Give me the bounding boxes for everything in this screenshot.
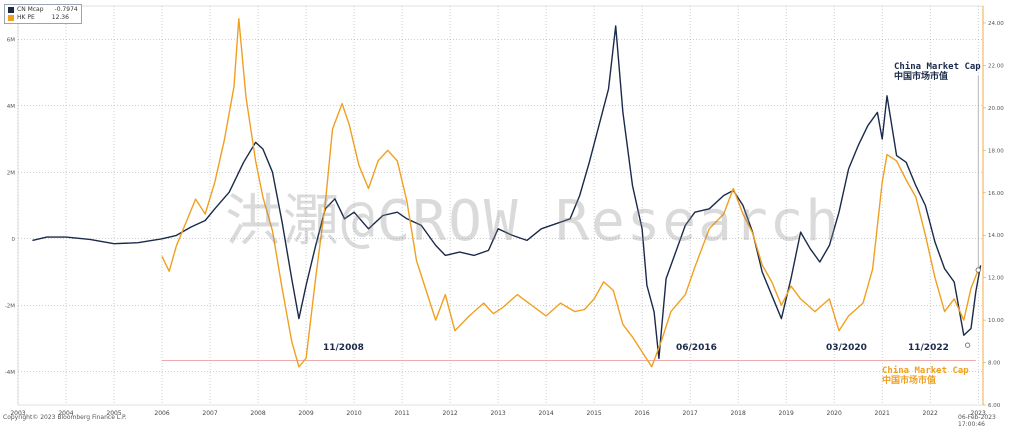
x-tick-label: 2017 (682, 410, 697, 417)
y-right-tick-label: 14.00 (988, 233, 1004, 239)
legend-value: -0.7974 (54, 6, 78, 13)
y-right-tick-label: 24.00 (988, 21, 1004, 27)
x-tick-label: 2007 (202, 410, 217, 417)
y-right-tick-label: 12.00 (988, 276, 1004, 282)
series-line-hk-pe (161, 18, 979, 368)
x-tick-label: 2021 (875, 410, 890, 417)
y-left-tick-label: 4M (7, 104, 15, 110)
legend-value: 12.36 (51, 14, 69, 21)
x-axis: 2003 2004 2005 2006 2007 2008 2009 2010 2011 2012… (10, 410, 986, 417)
legend: CN Mcap -0.7974 HK PE 12.36 (4, 4, 82, 24)
end-marker (975, 267, 981, 273)
x-tick-label: 2009 (298, 410, 313, 417)
y-right-tick-label: 6.00 (988, 403, 1001, 409)
y-left-tick-label: 2M (7, 170, 15, 176)
y-left-tick-label: -2M (5, 303, 15, 309)
period-label: 06/2016 (676, 343, 717, 353)
period-label: 11/2022 (908, 343, 949, 353)
trough-marker (965, 342, 971, 348)
y-axis-right: 24.00 22.00 20.00 18.00 16.00 14.00 12.00 10.00… (982, 6, 1004, 409)
y-right-tick-label: 10.00 (988, 318, 1004, 324)
x-tick-label: 2006 (154, 410, 169, 417)
series-line-cn-mcap (32, 25, 982, 360)
annotation-navy-subtitle: 中国市场市值 (894, 72, 949, 82)
end-markers (965, 76, 981, 348)
watermark: 洪灝@CRO​W Research (225, 189, 842, 254)
period-label: 03/2020 (826, 343, 867, 353)
y-right-tick-label: 16.00 (988, 191, 1004, 197)
y-left-tick-label: 0 (12, 237, 16, 243)
annotation-navy-title: China Market Cap (894, 62, 981, 72)
legend-swatch-navy (8, 7, 14, 13)
y-right-tick-label: 8.00 (988, 361, 1001, 367)
period-label: 11/2008 (323, 343, 364, 353)
x-tick-label: 2019 (779, 410, 794, 417)
x-tick-label: 2015 (586, 410, 601, 417)
x-tick-label: 2018 (731, 410, 746, 417)
y-right-tick-label: 18.00 (988, 148, 1004, 154)
legend-swatch-orange (8, 15, 14, 21)
annotation-orange-title: China Market Cap (882, 366, 969, 376)
x-tick-label: 2005 (106, 410, 121, 417)
x-tick-label: 2013 (490, 410, 505, 417)
x-tick-label: 2016 (634, 410, 649, 417)
x-tick-label: 2022 (923, 410, 938, 417)
legend-item-cn-mcap: CN Mcap -0.7974 (8, 6, 78, 14)
series-group (32, 18, 982, 368)
x-tick-label: 2010 (346, 410, 361, 417)
y-axis-left: 6M 4M 2M 0 -2M -4M (5, 37, 16, 376)
x-tick-label: 2014 (538, 410, 553, 417)
y-left-tick-label: -4M (5, 370, 15, 376)
legend-item-hk-pe: HK PE 12.36 (8, 14, 78, 22)
x-tick-label: 2020 (827, 410, 842, 417)
footer-timestamp: 06-Feb-2023 17:00:46 (958, 414, 996, 428)
annotation-orange: China Market Cap 中国市场市值 (882, 366, 969, 386)
x-tick-label: 2003 (10, 410, 25, 417)
footer-copyright: Copyright© 2023 Bloomberg Finance L.P. (3, 414, 127, 421)
annotation-orange-subtitle: 中国市场市值 (882, 376, 937, 386)
x-tick-label: 2023 (971, 410, 986, 417)
x-tick-label: 2004 (58, 410, 73, 417)
x-tick-label: 2011 (394, 410, 409, 417)
annotation-navy: China Market Cap 中国市场市值 (894, 62, 981, 82)
x-tick-label: 2012 (442, 410, 457, 417)
y-right-tick-label: 22.00 (988, 63, 1004, 69)
y-left-tick-label: 6M (7, 37, 15, 43)
y-right-tick-label: 20.00 (988, 106, 1004, 112)
legend-label: CN Mcap (17, 6, 44, 13)
x-tick-label: 2008 (250, 410, 265, 417)
legend-label: HK PE (17, 14, 35, 21)
